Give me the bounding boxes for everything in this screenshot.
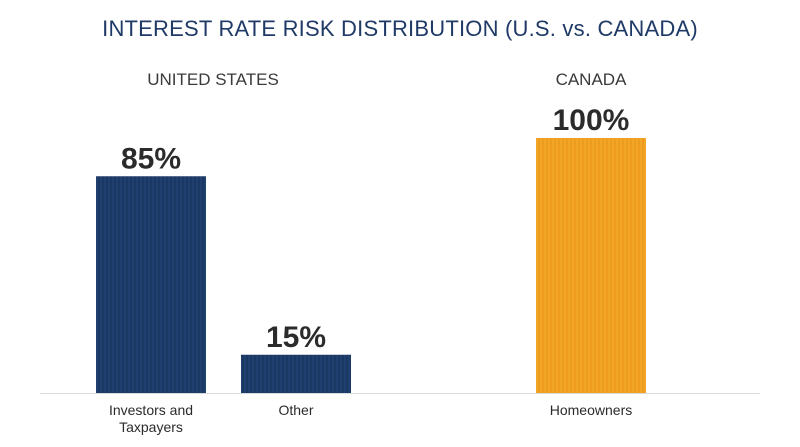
chart-title: INTEREST RATE RISK DISTRIBUTION (U.S. vs… <box>102 16 698 41</box>
category-label-homeowners: Homeowners <box>550 402 632 418</box>
group-label-united-states: UNITED STATES <box>147 70 279 89</box>
bar-investors-and-taxpayers <box>96 176 206 393</box>
bar-other <box>241 354 351 393</box>
value-label-investors-and-taxpayers: 85% <box>121 142 181 175</box>
category-label-other: Other <box>278 402 313 418</box>
group-label-canada: CANADA <box>555 70 627 89</box>
value-label-other: 15% <box>266 321 326 354</box>
value-label-homeowners: 100% <box>553 104 630 137</box>
category-label-investors-and-taxpayers: Investors and Taxpayers <box>109 402 193 435</box>
bar-homeowners <box>536 138 646 393</box>
